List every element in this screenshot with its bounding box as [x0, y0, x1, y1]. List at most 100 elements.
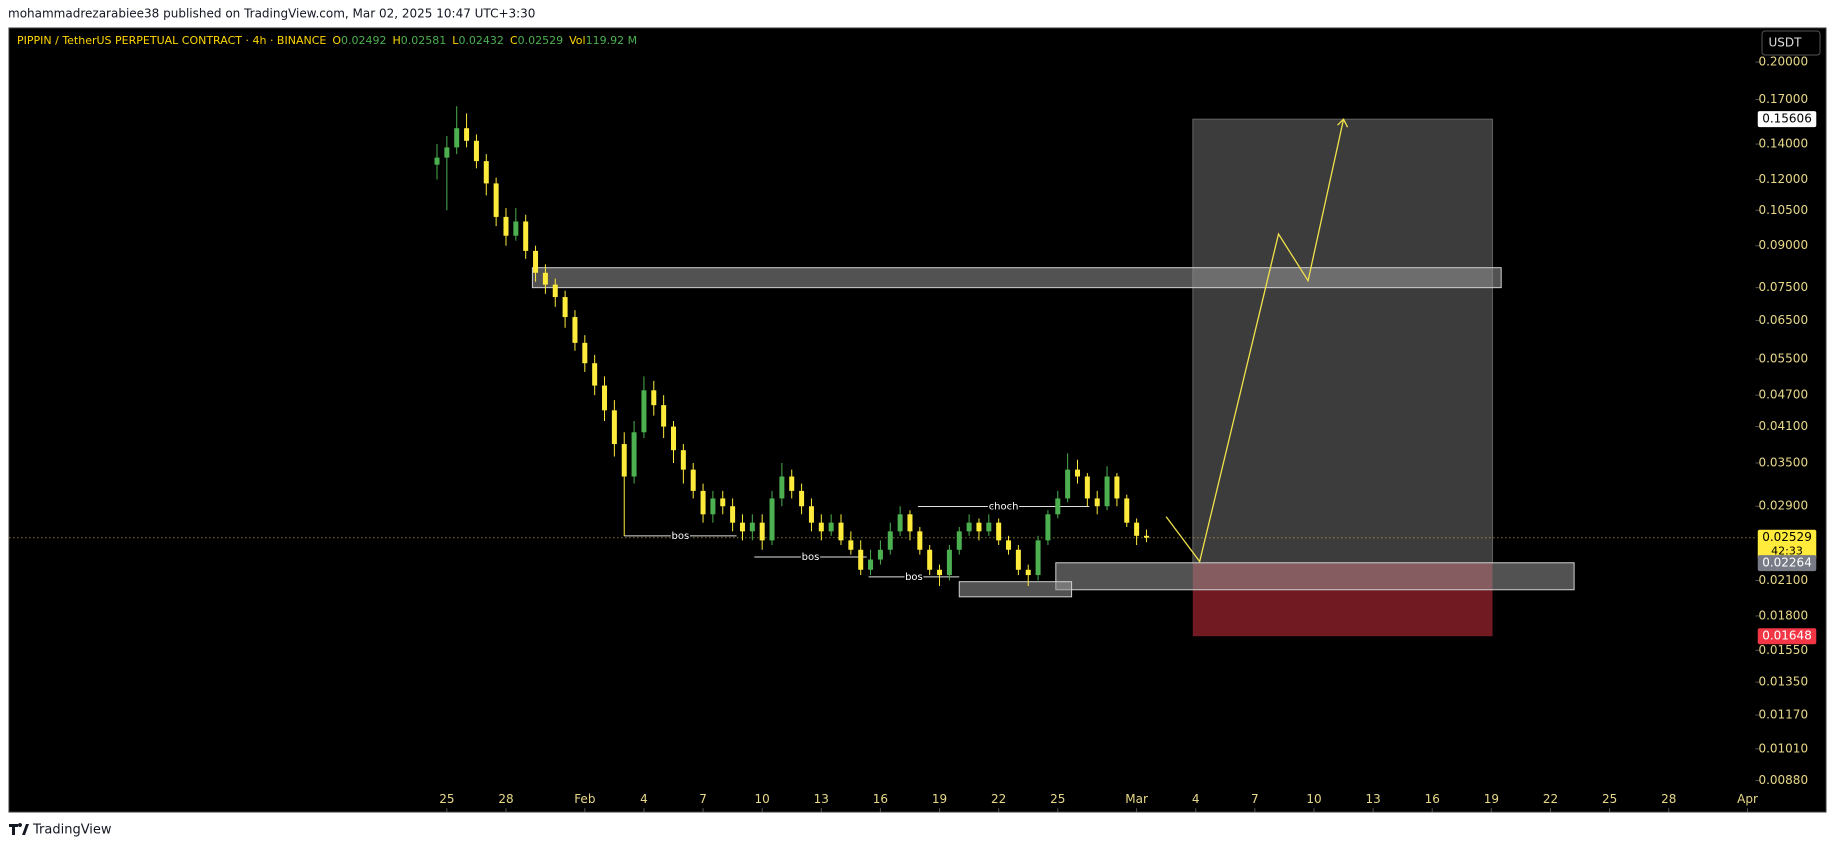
ohlc-key: C: [510, 34, 518, 47]
x-tick-label: 4: [1192, 792, 1200, 806]
candle-body: [828, 522, 834, 532]
legend-title: PIPPIN / TetherUS PERPETUAL CONTRACT · 4…: [17, 34, 326, 47]
stop-price-label: 0.01648: [1762, 629, 1812, 643]
candle-body: [680, 450, 686, 470]
candle-body: [483, 161, 489, 184]
candle-body: [1045, 514, 1051, 541]
candle-body: [611, 410, 617, 445]
x-tick-label: 28: [498, 792, 513, 806]
volume-value: 119.92 M: [586, 34, 637, 47]
candle-body: [799, 490, 805, 507]
candle-body: [996, 522, 1002, 541]
x-tick-label: 4: [640, 792, 648, 806]
ohlc-value: 0.02529: [518, 34, 564, 47]
x-tick-label: 16: [873, 792, 888, 806]
candle-body: [621, 444, 627, 477]
candle-body: [670, 426, 676, 451]
target-area: [1192, 118, 1494, 564]
y-tick-label: 0.02900: [1758, 499, 1808, 513]
candle-body: [1006, 540, 1012, 550]
ohlc-value: 0.02432: [458, 34, 504, 47]
x-tick-label: 25: [1050, 792, 1065, 806]
y-tick-label: 0.05500: [1758, 352, 1808, 366]
candle-body: [700, 490, 706, 515]
candle-body: [1143, 535, 1149, 538]
candle-body: [808, 506, 814, 523]
x-tick-label: 25: [1602, 792, 1617, 806]
candle-body: [710, 498, 716, 515]
last-price-label: 0.02529: [1762, 530, 1812, 544]
entry-price-label-box: [1757, 555, 1817, 572]
candle-body: [444, 147, 450, 158]
last-price-box: [1757, 529, 1817, 560]
plot: bos bos bos choch: [9, 106, 1756, 637]
candle-body: [1055, 498, 1061, 515]
candle-body: [986, 522, 992, 532]
candle-body: [523, 221, 529, 251]
y-tick-label: 0.14000: [1758, 137, 1808, 151]
candle-body: [1015, 549, 1021, 570]
candle-body: [759, 522, 765, 541]
x-tick-label: 10: [755, 792, 770, 806]
candle-body: [966, 522, 972, 532]
currency-label: USDT: [1769, 36, 1803, 50]
candle-body: [917, 531, 923, 550]
ohlc-key: H: [393, 34, 401, 47]
publish-header: mohammadrezarabiee38 published on Tradin…: [8, 7, 535, 21]
x-tick-label: 13: [814, 792, 829, 806]
x-tick-label: 19: [932, 792, 947, 806]
y-tick-label: 0.12000: [1758, 172, 1808, 186]
candle-body: [739, 522, 745, 532]
currency-button[interactable]: [1761, 30, 1821, 56]
candle-body: [927, 549, 933, 570]
legend: PIPPIN / TetherUS PERPETUAL CONTRACT · 4…: [17, 34, 637, 47]
x-tick-label: 16: [1425, 792, 1440, 806]
candle-body: [631, 432, 637, 477]
candle-body: [956, 531, 962, 550]
countdown-label: 42:33: [1771, 545, 1803, 558]
y-tick-label: 0.10500: [1758, 203, 1808, 217]
x-tick-label: 25: [439, 792, 454, 806]
chart-frame: [8, 27, 1827, 813]
candle-body: [720, 498, 726, 507]
candle-body: [552, 284, 558, 298]
structure-label: bos: [802, 552, 820, 563]
ohlc-key: L: [452, 34, 459, 47]
zone: [1055, 562, 1575, 591]
y-tick-label: 0.02100: [1758, 573, 1808, 587]
candle-body: [1065, 469, 1071, 499]
structure-label: bos: [672, 531, 690, 542]
candle-body: [818, 522, 824, 532]
candle-body: [651, 390, 657, 406]
candle-body: [877, 549, 883, 560]
candle-body: [868, 559, 874, 570]
candle-body: [661, 405, 667, 427]
x-tick-label: 22: [991, 792, 1006, 806]
y-tick-label: 0.09000: [1758, 238, 1808, 252]
candle-body: [907, 514, 913, 532]
x-tick-label: 22: [1543, 792, 1558, 806]
candle-body: [1035, 540, 1041, 576]
candle-body: [897, 514, 903, 532]
x-tick-label: Apr: [1737, 792, 1758, 806]
candle-body: [513, 221, 519, 236]
candle-body: [976, 522, 982, 532]
candle-body: [779, 476, 785, 499]
candle-body: [464, 128, 470, 141]
candle-body: [730, 506, 736, 523]
candle-body: [1025, 569, 1031, 576]
candle-body: [769, 498, 775, 541]
projection-arrowhead: [1337, 118, 1349, 128]
candle-body: [937, 569, 943, 576]
zone: [531, 267, 1502, 289]
x-tick-label: 13: [1365, 792, 1380, 806]
candle-body: [572, 317, 578, 343]
x-tick-label: Feb: [574, 792, 595, 806]
candle-body: [641, 390, 647, 433]
footer-logo: [9, 823, 29, 835]
candle-body: [1114, 476, 1120, 499]
candle-body: [887, 531, 893, 550]
y-tick-label: 0.00880: [1758, 773, 1808, 787]
footer-brand: TradingView: [32, 823, 112, 838]
candle-body: [1094, 498, 1100, 507]
